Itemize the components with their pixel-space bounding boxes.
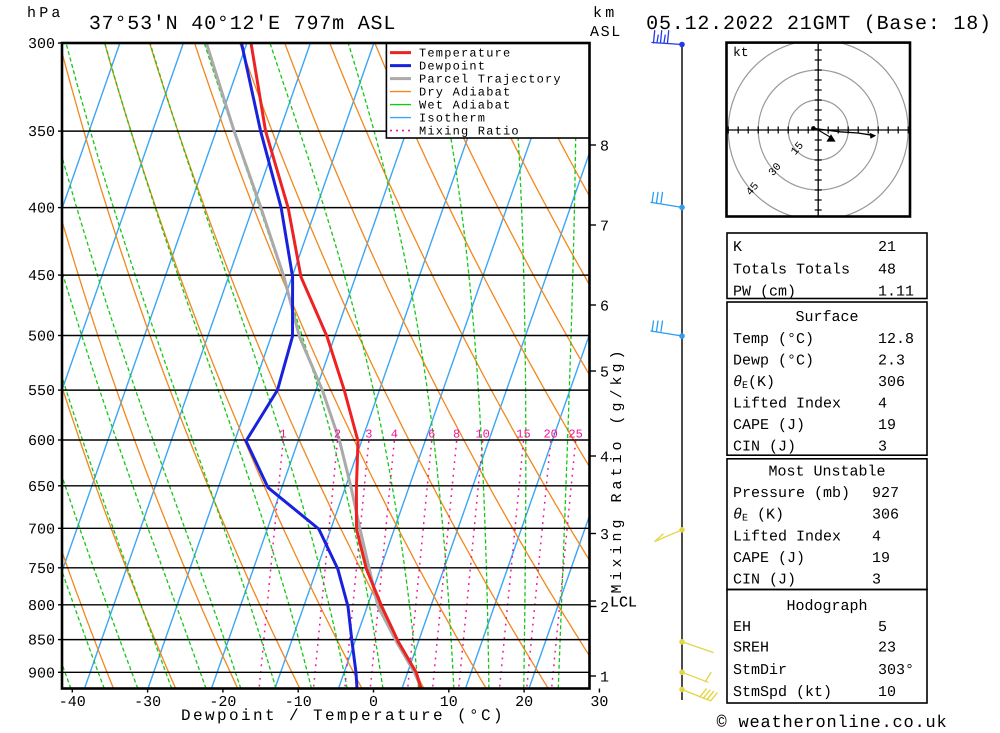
- svg-text:20: 20: [515, 694, 533, 711]
- svg-text:500: 500: [28, 329, 55, 346]
- svg-text:EH: EH: [733, 619, 751, 636]
- svg-text:306: 306: [872, 507, 899, 524]
- svg-text:927: 927: [872, 485, 899, 502]
- svg-text:ASL: ASL: [590, 24, 622, 41]
- svg-text:© weatheronline.co.uk: © weatheronline.co.uk: [716, 714, 947, 733]
- svg-text:Temp (°C): Temp (°C): [733, 331, 814, 348]
- svg-text:Mixing Ratio (g/kg): Mixing Ratio (g/kg): [609, 346, 626, 593]
- svg-text:21: 21: [878, 239, 896, 256]
- svg-text:Dewpoint: Dewpoint: [419, 60, 486, 74]
- svg-text:3: 3: [872, 572, 881, 589]
- svg-text:Wet Adiabat: Wet Adiabat: [419, 99, 511, 113]
- svg-text:12.8: 12.8: [878, 331, 914, 348]
- svg-text:37°53'N 40°12'E 797m ASL: 37°53'N 40°12'E 797m ASL: [89, 13, 396, 36]
- svg-text:θE (K): θE (K): [733, 507, 784, 525]
- svg-text:6: 6: [428, 428, 435, 442]
- svg-text:km: km: [593, 5, 617, 22]
- svg-text:6: 6: [600, 299, 609, 316]
- svg-text:400: 400: [28, 201, 55, 218]
- svg-text:-10: -10: [285, 694, 312, 711]
- svg-text:2: 2: [600, 600, 609, 617]
- svg-text:Hodograph: Hodograph: [786, 598, 867, 615]
- svg-text:θE(K): θE(K): [733, 374, 775, 392]
- svg-text:550: 550: [28, 383, 55, 400]
- svg-text:Mixing Ratio: Mixing Ratio: [419, 125, 520, 139]
- svg-text:1.11: 1.11: [878, 284, 914, 301]
- svg-text:800: 800: [28, 598, 55, 615]
- svg-text:Surface: Surface: [795, 309, 858, 326]
- svg-text:Totals Totals: Totals Totals: [733, 262, 850, 279]
- svg-text:306: 306: [878, 374, 905, 391]
- svg-text:15: 15: [516, 428, 530, 442]
- svg-text:Temperature: Temperature: [419, 47, 511, 61]
- svg-text:-40: -40: [59, 694, 86, 711]
- svg-text:LCL: LCL: [610, 595, 637, 612]
- svg-text:Isotherm: Isotherm: [419, 112, 486, 126]
- svg-text:CIN (J): CIN (J): [733, 572, 796, 589]
- svg-text:-20: -20: [209, 694, 236, 711]
- svg-text:Dry Adiabat: Dry Adiabat: [419, 86, 511, 100]
- svg-text:900: 900: [28, 665, 55, 682]
- svg-text:Most Unstable: Most Unstable: [768, 464, 885, 481]
- svg-text:5: 5: [600, 365, 609, 382]
- svg-text:350: 350: [28, 124, 55, 141]
- svg-text:850: 850: [28, 633, 55, 650]
- svg-text:2.3: 2.3: [878, 353, 905, 370]
- svg-text:23: 23: [878, 640, 896, 657]
- svg-text:Dewp (°C): Dewp (°C): [733, 353, 814, 370]
- svg-text:CAPE (J): CAPE (J): [733, 417, 805, 434]
- svg-text:Pressure (mb): Pressure (mb): [733, 485, 850, 502]
- svg-text:4: 4: [878, 396, 887, 413]
- svg-text:3: 3: [365, 428, 372, 442]
- svg-text:300: 300: [28, 36, 55, 53]
- svg-text:1: 1: [279, 428, 286, 442]
- svg-text:Lifted Index: Lifted Index: [733, 396, 841, 413]
- svg-text:8: 8: [600, 139, 609, 156]
- svg-text:-30: -30: [134, 694, 161, 711]
- svg-text:StmSpd (kt): StmSpd (kt): [733, 684, 832, 701]
- svg-text:450: 450: [28, 268, 55, 285]
- svg-text:SREH: SREH: [733, 640, 769, 657]
- svg-text:10: 10: [440, 694, 458, 711]
- svg-text:K: K: [733, 239, 742, 256]
- svg-text:19: 19: [872, 550, 890, 567]
- svg-text:303°: 303°: [878, 662, 914, 679]
- svg-text:4: 4: [600, 450, 609, 467]
- svg-text:kt: kt: [733, 45, 749, 60]
- svg-text:25: 25: [568, 428, 582, 442]
- svg-text:4: 4: [872, 529, 881, 546]
- svg-text:StmDir: StmDir: [733, 662, 787, 679]
- svg-text:LCL: LCL: [610, 595, 637, 612]
- svg-text:700: 700: [28, 521, 55, 538]
- svg-text:CAPE (J): CAPE (J): [733, 550, 805, 567]
- svg-text:600: 600: [28, 433, 55, 450]
- svg-text:7: 7: [600, 219, 609, 236]
- svg-text:3: 3: [878, 439, 887, 456]
- svg-text:20: 20: [543, 428, 557, 442]
- svg-text:0: 0: [369, 694, 378, 711]
- svg-text:PW (cm): PW (cm): [733, 284, 796, 301]
- svg-text:Dewpoint / Temperature (°C): Dewpoint / Temperature (°C): [181, 707, 505, 725]
- svg-text:Lifted Index: Lifted Index: [733, 529, 841, 546]
- svg-text:hPa: hPa: [27, 5, 64, 22]
- svg-text:650: 650: [28, 479, 55, 496]
- svg-text:8: 8: [453, 428, 460, 442]
- svg-text:30: 30: [590, 694, 608, 711]
- svg-text:4: 4: [391, 428, 398, 442]
- svg-text:Parcel Trajectory: Parcel Trajectory: [419, 73, 562, 87]
- svg-text:05.12.2022 21GMT (Base: 18): 05.12.2022 21GMT (Base: 18): [646, 13, 992, 36]
- svg-text:19: 19: [878, 417, 896, 434]
- svg-text:10: 10: [475, 428, 489, 442]
- svg-text:48: 48: [878, 262, 896, 279]
- svg-text:CIN (J): CIN (J): [733, 439, 796, 456]
- svg-text:750: 750: [28, 561, 55, 578]
- svg-text:2: 2: [334, 428, 341, 442]
- svg-text:1: 1: [600, 670, 609, 687]
- svg-text:10: 10: [878, 684, 896, 701]
- svg-text:3: 3: [600, 527, 609, 544]
- svg-text:5: 5: [878, 619, 887, 636]
